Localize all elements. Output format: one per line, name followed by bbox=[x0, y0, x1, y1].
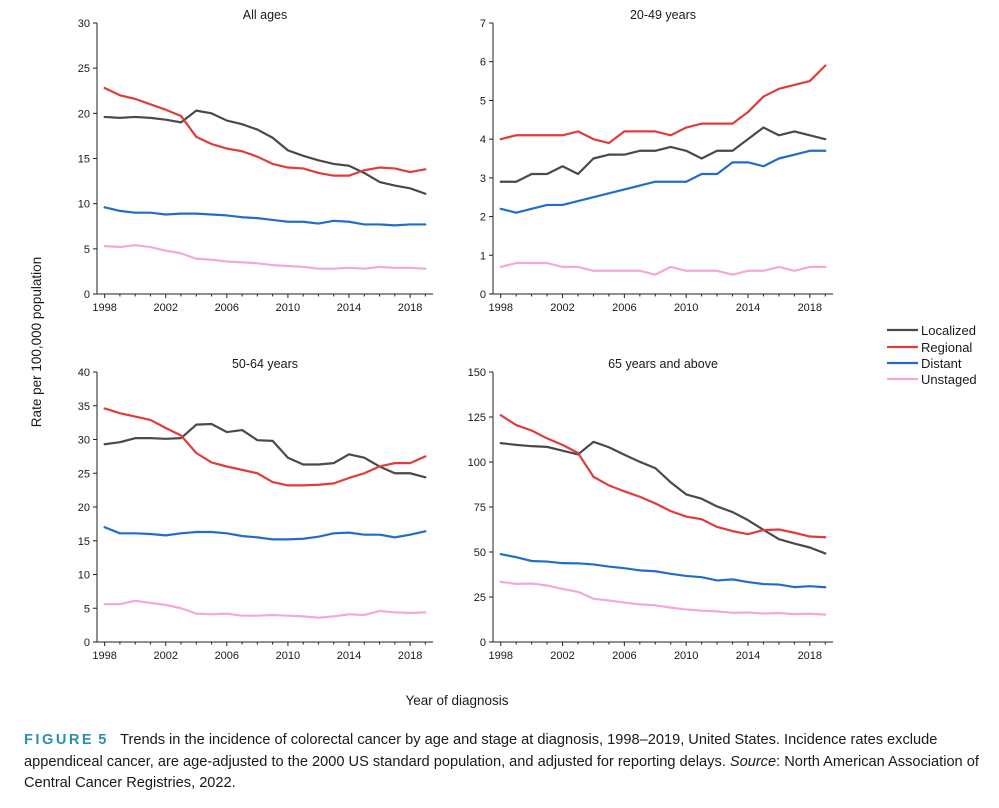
x-tick-label: 2014 bbox=[736, 302, 760, 314]
panel-20-49-years: 20-49 years 0 1 2 3 4 5 6 7 1998 2002 2006 2010 2014 2… bbox=[480, 8, 833, 314]
y-tick-label: 4 bbox=[480, 134, 486, 146]
legend-item-unstaged: Unstaged bbox=[887, 372, 977, 387]
y-tick-label: 6 bbox=[480, 57, 486, 69]
x-tick-label: 2002 bbox=[153, 650, 177, 662]
x-tick-label: 1998 bbox=[488, 650, 512, 662]
y-tick-label: 40 bbox=[78, 367, 90, 379]
y-tick-label: 1 bbox=[480, 250, 486, 262]
y-tick-label: 15 bbox=[78, 154, 90, 166]
x-tick-label: 2002 bbox=[550, 650, 574, 662]
x-tick-label: 2002 bbox=[550, 302, 574, 314]
panel-50-64-years: 50-64 years 0 5 10 15 20 25 30 35 40 1998 2002 2006 2… bbox=[78, 357, 433, 662]
series-line-regional bbox=[103, 407, 427, 487]
y-tick-label: 30 bbox=[78, 435, 90, 447]
x-tick-label: 2010 bbox=[276, 650, 300, 662]
x-tick-label: 2014 bbox=[736, 650, 760, 662]
figure-caption: FIGURE 5 Trends in the incidence of colo… bbox=[24, 730, 979, 795]
series-line-regional bbox=[499, 64, 827, 145]
series-line-localized bbox=[499, 440, 827, 555]
series-line-distant bbox=[103, 526, 427, 541]
y-tick-label: 10 bbox=[78, 570, 90, 582]
y-tick-label: 2 bbox=[480, 212, 486, 224]
series-line-distant bbox=[499, 149, 827, 214]
legend: Localized Regional Distant Unstaged bbox=[887, 323, 977, 387]
panel-all-ages: All ages 0 5 10 15 20 25 30 1998 2002 2006 2010 2014… bbox=[78, 8, 433, 314]
series-line-localized bbox=[103, 422, 427, 479]
x-tick-label: 2018 bbox=[398, 302, 422, 314]
series-line-unstaged bbox=[499, 261, 827, 276]
x-tick-label: 2018 bbox=[798, 650, 822, 662]
caption-text: Trends in the incidence of colorectal ca… bbox=[24, 732, 938, 770]
legend-label-regional: Regional bbox=[921, 340, 972, 355]
x-tick-label: 1998 bbox=[92, 650, 116, 662]
y-tick-label: 15 bbox=[78, 536, 90, 548]
x-tick-label: 2006 bbox=[215, 650, 239, 662]
y-tick-label: 25 bbox=[78, 468, 90, 480]
y-tick-label: 25 bbox=[78, 63, 90, 75]
caption-figure-label: FIGURE bbox=[24, 732, 95, 748]
y-tick-label: 20 bbox=[78, 108, 90, 120]
x-tick-label: 2018 bbox=[398, 650, 422, 662]
y-tick-label: 7 bbox=[480, 18, 486, 30]
series-line-regional bbox=[103, 86, 427, 177]
x-tick-label: 1998 bbox=[92, 302, 116, 314]
panel-title: 65 years and above bbox=[608, 357, 718, 371]
y-tick-label: 150 bbox=[468, 367, 486, 379]
series-line-unstaged bbox=[499, 580, 827, 616]
legend-item-regional: Regional bbox=[887, 340, 972, 355]
panel-title: All ages bbox=[243, 8, 287, 22]
series-line-unstaged bbox=[103, 599, 427, 619]
y-tick-label: 5 bbox=[84, 603, 90, 615]
panel-title: 20-49 years bbox=[630, 8, 696, 22]
x-tick-label: 2006 bbox=[612, 302, 636, 314]
x-tick-label: 2010 bbox=[674, 302, 698, 314]
y-tick-label: 0 bbox=[480, 637, 486, 649]
x-tick-label: 2006 bbox=[612, 650, 636, 662]
caption-source-label: Source bbox=[729, 753, 777, 770]
x-tick-label: 2014 bbox=[337, 302, 361, 314]
y-tick-label: 3 bbox=[480, 173, 486, 185]
x-tick-label: 2010 bbox=[674, 650, 698, 662]
y-tick-label: 10 bbox=[78, 199, 90, 211]
shared-y-axis-label: Rate per 100,000 population bbox=[29, 257, 44, 427]
legend-label-unstaged: Unstaged bbox=[921, 372, 977, 387]
y-tick-label: 100 bbox=[468, 457, 486, 469]
legend-item-distant: Distant bbox=[887, 356, 962, 371]
x-tick-label: 2014 bbox=[337, 650, 361, 662]
legend-label-distant: Distant bbox=[921, 356, 962, 371]
caption-figure-number: 5 bbox=[98, 732, 107, 748]
series-line-localized bbox=[103, 109, 427, 195]
legend-label-localized: Localized bbox=[921, 323, 976, 338]
y-tick-label: 30 bbox=[78, 18, 90, 30]
x-tick-label: 2006 bbox=[215, 302, 239, 314]
y-tick-label: 5 bbox=[84, 244, 90, 256]
y-tick-label: 0 bbox=[480, 289, 486, 301]
y-tick-label: 20 bbox=[78, 502, 90, 514]
panel-65-years-and-above: 65 years and above 0 25 50 75 100 125 150 1998 20… bbox=[468, 357, 833, 662]
series-line-distant bbox=[103, 206, 427, 227]
x-tick-label: 2010 bbox=[276, 302, 300, 314]
y-tick-label: 0 bbox=[84, 289, 90, 301]
panel-title: 50-64 years bbox=[232, 357, 298, 371]
y-tick-label: 75 bbox=[474, 502, 486, 514]
y-tick-label: 35 bbox=[78, 401, 90, 413]
x-tick-label: 2018 bbox=[798, 302, 822, 314]
y-tick-label: 125 bbox=[468, 412, 486, 424]
caption-source-text: : North American Association of Central … bbox=[24, 753, 979, 792]
series-line-unstaged bbox=[103, 244, 427, 270]
legend-item-localized: Localized bbox=[887, 323, 976, 338]
shared-x-axis-label: Year of diagnosis bbox=[405, 693, 508, 708]
series-line-distant bbox=[499, 553, 827, 589]
y-tick-label: 50 bbox=[474, 547, 486, 559]
series-line-localized bbox=[499, 126, 827, 183]
x-tick-label: 2002 bbox=[153, 302, 177, 314]
y-tick-label: 0 bbox=[84, 637, 90, 649]
y-tick-label: 25 bbox=[474, 592, 486, 604]
y-tick-label: 5 bbox=[480, 95, 486, 107]
series-line-regional bbox=[499, 414, 827, 539]
x-tick-label: 1998 bbox=[488, 302, 512, 314]
